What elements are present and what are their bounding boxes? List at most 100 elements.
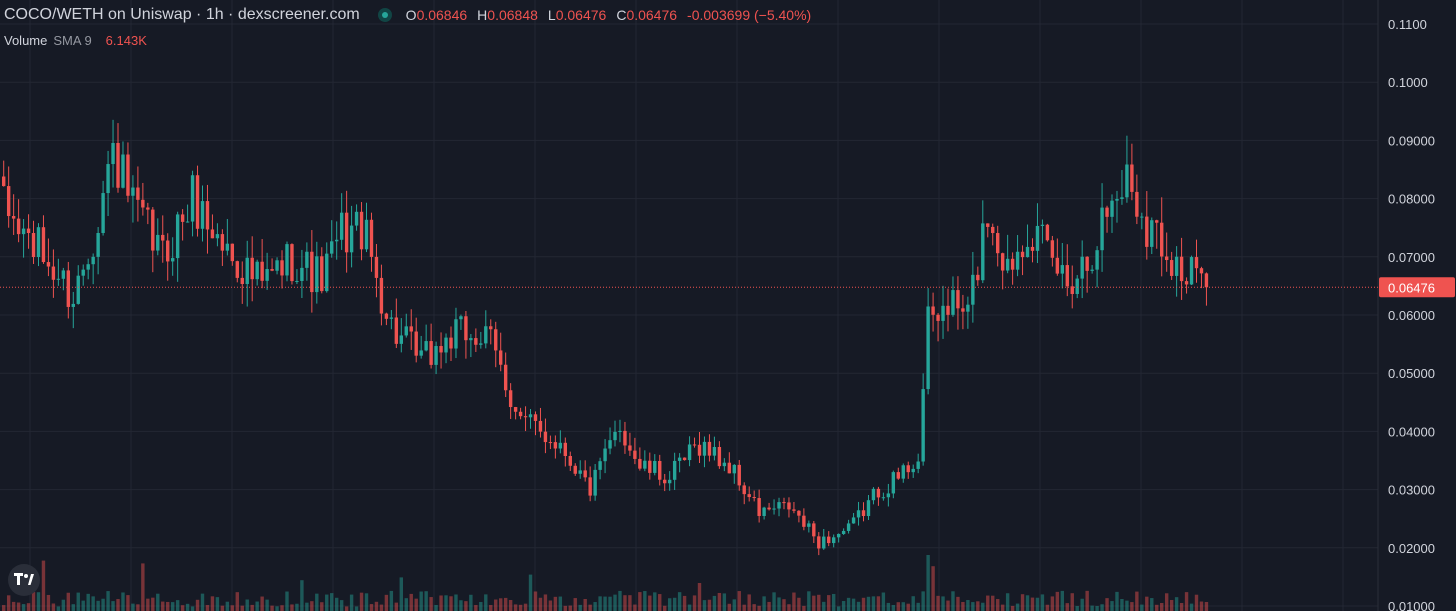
candle-body	[802, 515, 806, 527]
candle-body	[339, 212, 344, 240]
candle-body	[146, 207, 150, 210]
volume-sma-label: SMA 9	[53, 33, 92, 48]
candle-body	[767, 507, 771, 510]
candle-body	[1140, 216, 1144, 218]
candle-body	[275, 260, 279, 271]
volume-bar	[1145, 596, 1149, 611]
candle-body	[225, 243, 230, 251]
grid-lines	[0, 0, 1378, 611]
volume-bar	[290, 604, 294, 611]
volume-bar	[1135, 591, 1139, 611]
volume-bar	[354, 606, 359, 611]
volume-bar	[523, 603, 528, 611]
candle-body	[1000, 253, 1005, 271]
volume-label[interactable]: Volume	[4, 33, 48, 48]
volume-bar	[667, 598, 672, 611]
volume-bar	[190, 606, 195, 611]
volume-bar	[210, 596, 215, 611]
volume-bar	[265, 599, 269, 611]
candle-body	[116, 142, 120, 188]
volume-bar	[643, 591, 647, 611]
candle-body	[672, 460, 677, 480]
volume-bar	[434, 604, 438, 611]
volume-bar	[822, 601, 826, 611]
candle-body	[742, 485, 746, 495]
candle-body	[1130, 164, 1134, 192]
candle-body	[538, 420, 543, 432]
volume-bar	[86, 593, 90, 611]
candle-body	[384, 313, 389, 319]
volume-bar	[767, 601, 771, 611]
candle-body	[603, 448, 607, 462]
candle-body	[240, 277, 244, 285]
volume-bar	[996, 599, 1000, 611]
candle-body	[772, 508, 776, 510]
candle-body	[315, 256, 319, 293]
volume-bar	[1179, 603, 1184, 611]
candle-body	[941, 305, 945, 321]
candle-body	[797, 510, 801, 516]
candle-body	[1045, 224, 1050, 241]
volume-bar	[782, 599, 786, 611]
volume-bar	[91, 596, 95, 611]
candle-body	[667, 479, 672, 484]
price-tick-label: 0.08000	[1388, 192, 1435, 207]
candle-body	[195, 175, 200, 229]
volume-bar	[1120, 598, 1124, 611]
volume-bar	[484, 594, 488, 611]
price-tick-label: 0.03000	[1388, 483, 1435, 498]
volume-bar	[1100, 604, 1104, 611]
volume-bar	[419, 591, 423, 611]
volume-bar	[449, 596, 453, 611]
volume-bar	[459, 600, 463, 611]
pair-title[interactable]: COCO/WETH on Uniswap · 1h · dexscreener.…	[4, 6, 360, 23]
volume-bar	[1125, 600, 1129, 611]
volume-bar	[563, 605, 568, 611]
volume-bar	[513, 604, 518, 611]
volume-bar	[220, 605, 225, 611]
candle-body	[856, 510, 861, 518]
volume-bar	[618, 590, 622, 611]
volume-bar	[1169, 599, 1174, 611]
volume-bar	[841, 601, 846, 611]
candle-body	[1005, 258, 1010, 271]
volume-bar	[260, 596, 264, 611]
volume-bar	[320, 602, 324, 611]
volume-bar	[389, 590, 394, 611]
candle-body	[841, 530, 846, 534]
candle-body	[638, 458, 642, 469]
candle-body	[2, 176, 6, 187]
volume-bar	[1000, 604, 1005, 611]
candle-body	[200, 201, 205, 229]
volume-bar	[827, 595, 831, 611]
volume-bar	[727, 603, 732, 611]
volume-bar	[325, 594, 329, 611]
candle-body	[265, 269, 269, 281]
candle-body	[876, 488, 881, 498]
candle-body	[469, 338, 473, 341]
volume-bar	[1095, 606, 1099, 611]
tradingview-logo-icon[interactable]	[8, 564, 40, 596]
candle-body	[379, 277, 384, 314]
volume-value: 6.143K	[105, 33, 147, 48]
candle-body	[101, 193, 105, 234]
candle-body	[429, 341, 433, 365]
candle-body	[126, 154, 130, 196]
candle-body	[653, 460, 657, 473]
volume-bar	[200, 593, 205, 611]
candle-body	[891, 472, 896, 494]
candle-body	[359, 211, 364, 250]
volume-bar	[359, 592, 364, 611]
candle-body	[722, 462, 727, 467]
candle-body	[1075, 278, 1079, 294]
high-label: H	[477, 7, 488, 23]
candle-body	[131, 187, 135, 196]
volume-bar	[1060, 590, 1065, 611]
candle-body	[956, 290, 960, 309]
candle-body	[1135, 191, 1139, 217]
volume-bar	[379, 604, 384, 611]
candle-body	[727, 462, 732, 474]
candle-body	[543, 431, 548, 443]
